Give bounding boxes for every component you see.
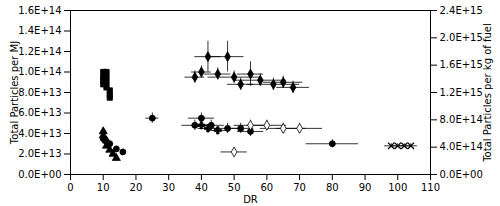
svg-text:90: 90 bbox=[359, 182, 372, 193]
svg-text:DR: DR bbox=[243, 194, 258, 205]
svg-text:2.4E+15: 2.4E+15 bbox=[440, 5, 483, 16]
svg-text:70: 70 bbox=[293, 182, 306, 193]
svg-text:Total Particles per kg of fuel: Total Particles per kg of fuel bbox=[482, 23, 493, 163]
svg-text:10: 10 bbox=[97, 182, 110, 193]
svg-text:8.0E+13: 8.0E+13 bbox=[18, 87, 61, 98]
svg-text:6.0E+13: 6.0E+13 bbox=[18, 107, 61, 118]
svg-text:0.0E+00: 0.0E+00 bbox=[18, 169, 61, 180]
svg-text:30: 30 bbox=[162, 182, 175, 193]
svg-text:2.0E+13: 2.0E+13 bbox=[18, 148, 61, 159]
svg-text:40: 40 bbox=[195, 182, 208, 193]
svg-text:8.0E+14: 8.0E+14 bbox=[440, 114, 483, 125]
svg-text:1.0E+14: 1.0E+14 bbox=[18, 66, 61, 77]
svg-text:1.2E+14: 1.2E+14 bbox=[18, 46, 61, 57]
svg-text:Total Particles per MJ: Total Particles per MJ bbox=[9, 41, 20, 145]
svg-text:1.6E+14: 1.6E+14 bbox=[18, 5, 61, 16]
svg-text:0: 0 bbox=[67, 182, 73, 193]
svg-text:4.0E+13: 4.0E+13 bbox=[18, 128, 61, 139]
svg-text:60: 60 bbox=[260, 182, 273, 193]
svg-text:1.6E+15: 1.6E+15 bbox=[440, 59, 483, 70]
svg-text:50: 50 bbox=[228, 182, 241, 193]
svg-text:20: 20 bbox=[130, 182, 143, 193]
svg-text:80: 80 bbox=[326, 182, 339, 193]
svg-text:100: 100 bbox=[388, 182, 407, 193]
svg-text:110: 110 bbox=[421, 182, 440, 193]
svg-text:1.2E+15: 1.2E+15 bbox=[440, 87, 483, 98]
svg-text:0.0E+00: 0.0E+00 bbox=[440, 169, 483, 180]
svg-text:2.0E+15: 2.0E+15 bbox=[440, 32, 483, 43]
svg-text:4.0E+14: 4.0E+14 bbox=[440, 141, 483, 152]
svg-text:1.4E+14: 1.4E+14 bbox=[18, 25, 61, 36]
